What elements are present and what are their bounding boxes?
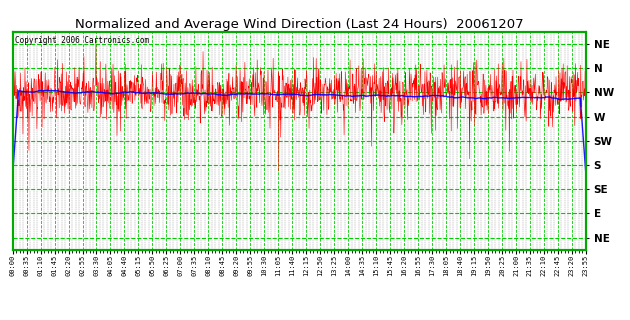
Title: Normalized and Average Wind Direction (Last 24 Hours)  20061207: Normalized and Average Wind Direction (L… [75,18,524,31]
Text: Copyright 2006 Cartronics.com: Copyright 2006 Cartronics.com [16,36,149,45]
